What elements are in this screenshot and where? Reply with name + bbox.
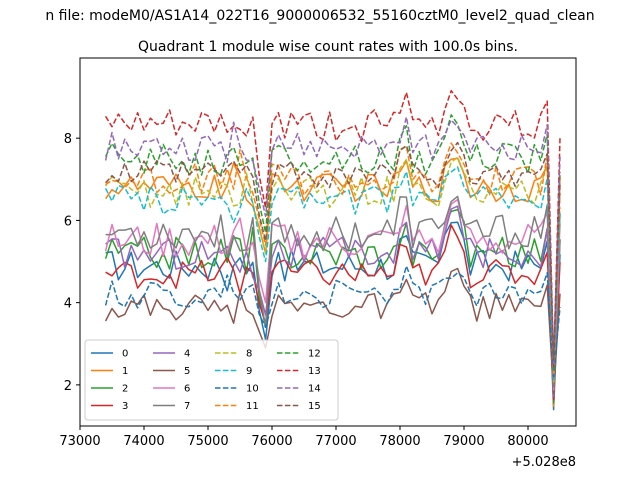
y-tick-label: 2	[64, 379, 72, 394]
plot-area	[79, 57, 577, 427]
x-axis: 73000 74000 75000 76000 77000 78000 79000 80000	[59, 426, 549, 449]
y-axis: 2 4 6 8	[64, 132, 80, 394]
legend-label-10: 10	[246, 384, 259, 395]
series-line-14	[104, 116, 561, 365]
series-line-15	[105, 141, 561, 361]
legend-frame	[84, 339, 339, 421]
x-tick-label: 80000	[507, 434, 548, 449]
x-tick-label: 74000	[123, 434, 164, 449]
legend-label-0: 0	[122, 349, 128, 360]
plot-frame	[79, 57, 577, 427]
y-tick-label: 4	[64, 297, 72, 312]
series-line-4	[105, 205, 561, 398]
legend-label-6: 6	[184, 384, 190, 395]
legend-label-13: 13	[308, 366, 321, 377]
legend-label-2: 2	[122, 384, 128, 395]
series-line-3	[105, 224, 561, 401]
series-line-7	[105, 195, 561, 388]
legend-label-3: 3	[122, 401, 128, 412]
x-tick-label: 76000	[251, 434, 292, 449]
legend-label-12: 12	[308, 349, 321, 360]
legend-label-8: 8	[246, 349, 252, 360]
series-line-5	[104, 267, 561, 394]
x-tick-label: 79000	[443, 434, 484, 449]
legend-label-1: 1	[122, 366, 128, 377]
series-layer	[104, 89, 561, 411]
series-line-9	[104, 166, 561, 381]
figure-suptitle: n file: modeM0/AS1A14_022T16_9000006532_…	[45, 8, 594, 24]
x-tick-label: 78000	[379, 434, 420, 449]
x-axis-offset-label: +5.028e8	[512, 455, 576, 470]
series-line-2	[104, 208, 561, 404]
series-line-12	[104, 114, 561, 371]
legend-label-4: 4	[184, 349, 190, 360]
chart-title: Quadrant 1 module wise count rates with …	[138, 39, 518, 55]
y-tick-label: 6	[64, 214, 72, 229]
legend-label-11: 11	[246, 401, 259, 412]
x-tick-label: 73000	[59, 434, 100, 449]
x-tick-label: 77000	[315, 434, 356, 449]
legend-label-15: 15	[308, 401, 321, 412]
legend-label-7: 7	[184, 401, 190, 412]
legend-label-14: 14	[308, 384, 321, 395]
legend-label-9: 9	[246, 366, 252, 377]
y-tick-label: 8	[64, 132, 72, 147]
series-line-6	[104, 198, 561, 391]
series-line-10	[104, 265, 561, 378]
x-tick-label: 75000	[187, 434, 228, 449]
legend-label-5: 5	[184, 366, 190, 377]
